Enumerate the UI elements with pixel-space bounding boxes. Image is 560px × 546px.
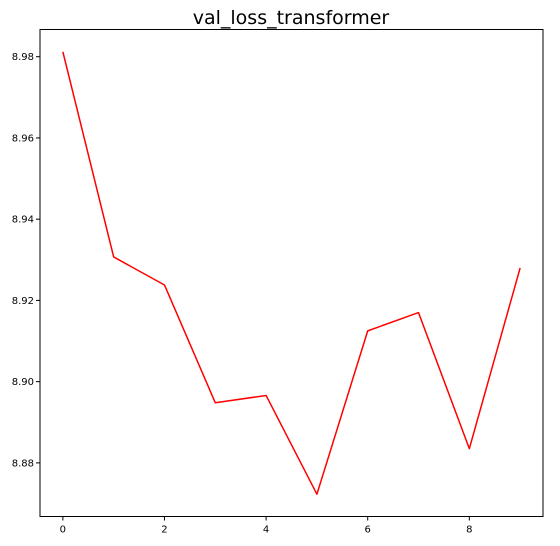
- x-tick-label: 0: [60, 525, 66, 536]
- chart-title: val_loss_transformer: [193, 7, 390, 29]
- x-tick-label: 2: [161, 525, 167, 536]
- x-tick-label: 4: [263, 525, 269, 536]
- y-tick-label: 8.96: [12, 133, 34, 144]
- series-line: [62, 51, 521, 495]
- y-axis: 8.88 8.90 8.92 8.94 8.96 8.98: [12, 52, 40, 469]
- series-points: [62, 51, 521, 495]
- y-tick-label: 8.94: [12, 215, 34, 226]
- y-tick-label: 8.88: [12, 458, 34, 469]
- y-tick-label: 8.98: [12, 52, 34, 63]
- x-tick-label: 6: [365, 525, 371, 536]
- y-tick-label: 8.90: [12, 377, 34, 388]
- plot-frame: [39, 29, 544, 517]
- y-tick-label: 8.92: [12, 296, 34, 307]
- x-axis: 0 2 4 6 8: [60, 516, 473, 536]
- x-tick-label: 8: [466, 525, 472, 536]
